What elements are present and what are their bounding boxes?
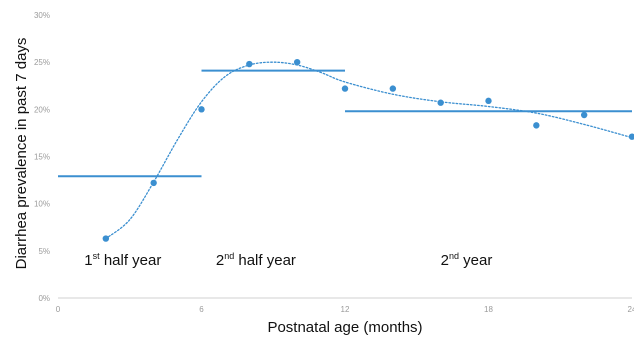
- period-annotation: 1st half year: [84, 251, 161, 269]
- y-axis-title: Diarrhea prevalence in past 7 days: [13, 38, 30, 270]
- data-point: [485, 97, 492, 105]
- annotation-period: half year: [100, 252, 162, 269]
- x-tick-label: 6: [199, 305, 204, 314]
- y-tick-label: 5%: [38, 247, 50, 256]
- data-point: [198, 106, 205, 113]
- y-tick-label: 0%: [38, 294, 50, 303]
- y-tick-label: 30%: [34, 11, 50, 20]
- x-tick-labels: 0 6 12 18 24: [56, 305, 634, 314]
- annotation-ordinal: 1: [84, 252, 92, 269]
- x-tick-label: 0: [56, 305, 61, 314]
- y-tick-labels: 0% 5% 10% 15% 20% 25% 30%: [34, 11, 50, 303]
- segments-layer: [58, 69, 632, 178]
- x-tick-label: 18: [484, 305, 493, 314]
- data-point: [293, 58, 301, 66]
- data-point: [628, 133, 634, 140]
- data-point: [437, 99, 444, 106]
- annotations-layer: 1st half year 2nd half year 2nd year: [84, 251, 492, 269]
- trend-line: [105, 61, 633, 240]
- annotation-ordinal: 2: [441, 252, 449, 269]
- data-point: [533, 122, 540, 129]
- y-tick-label: 15%: [34, 153, 50, 162]
- annotation-ordinal-suffix: st: [93, 251, 101, 261]
- data-point: [150, 179, 157, 187]
- x-tick-label: 12: [341, 305, 350, 314]
- data-point: [341, 85, 349, 92]
- points-layer: [102, 58, 634, 242]
- annotation-period: year: [459, 252, 492, 269]
- y-tick-label: 10%: [34, 200, 50, 209]
- annotation-period: half year: [234, 252, 296, 269]
- data-point: [580, 111, 588, 119]
- y-tick-label: 25%: [34, 58, 50, 67]
- y-tick-label: 20%: [34, 105, 50, 114]
- annotation-ordinal-suffix: nd: [449, 251, 459, 261]
- data-point: [102, 235, 110, 242]
- annotation-ordinal-suffix: nd: [224, 251, 234, 261]
- data-point: [246, 60, 253, 68]
- x-tick-label: 24: [628, 305, 634, 314]
- period-annotation: 2nd half year: [216, 251, 296, 269]
- annotation-ordinal: 2: [216, 252, 224, 269]
- period-annotation: 2nd year: [441, 251, 493, 269]
- trend-layer: [105, 61, 633, 240]
- x-axis-title: Postnatal age (months): [267, 319, 422, 336]
- data-point: [389, 85, 397, 92]
